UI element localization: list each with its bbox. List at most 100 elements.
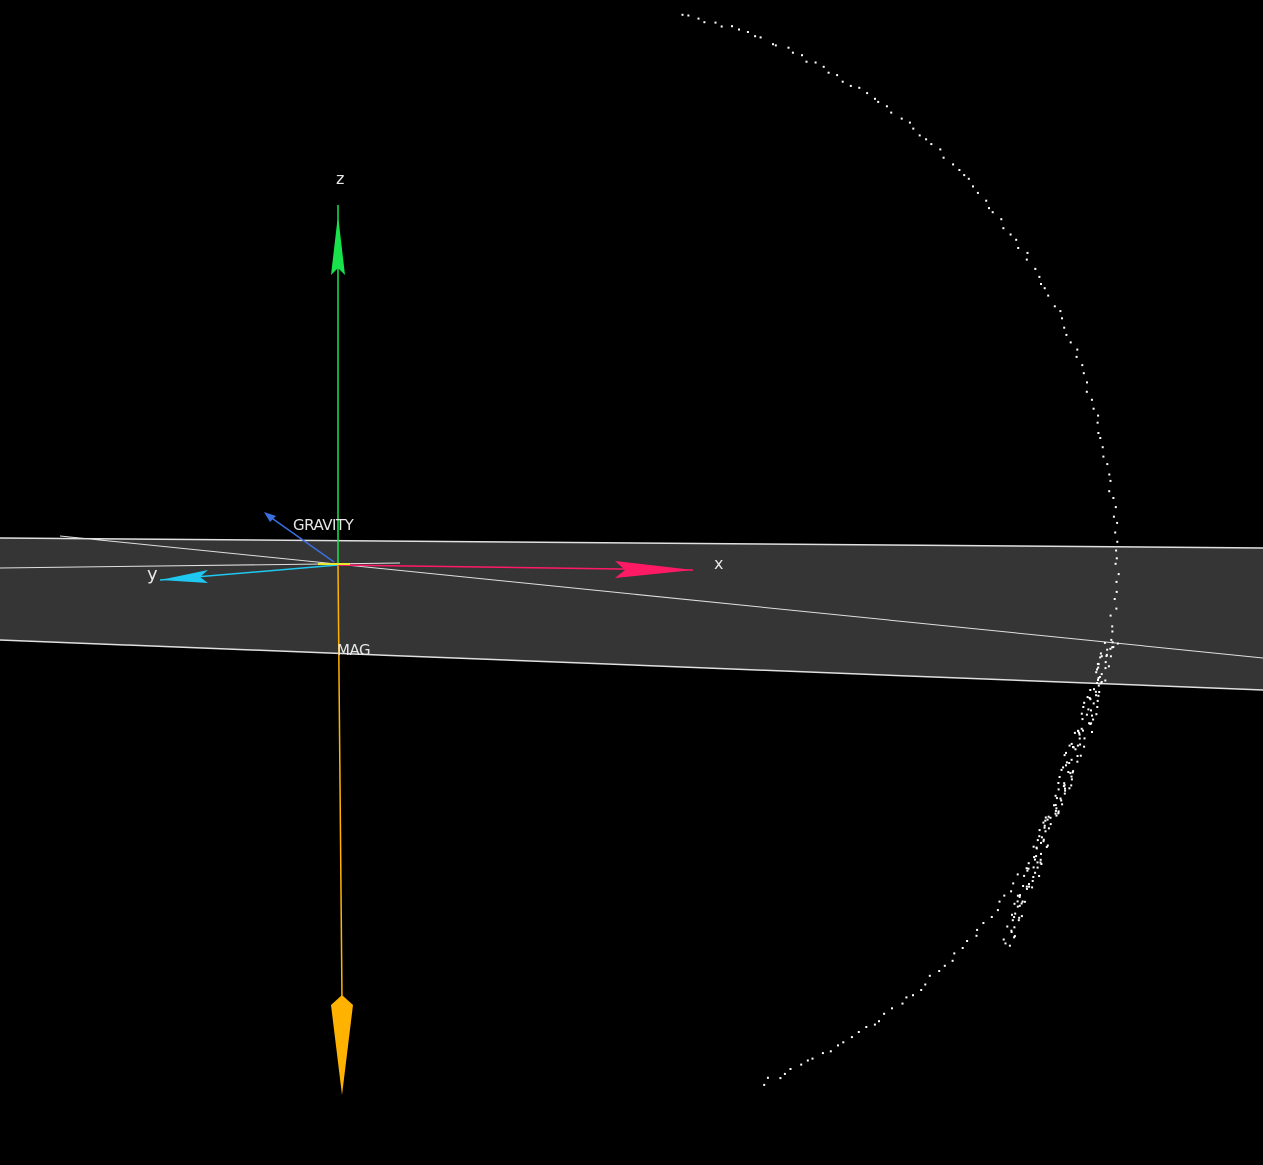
plane-edge-bottom xyxy=(0,639,1263,691)
point-cloud-dot xyxy=(1038,875,1041,877)
point-cloud-dot xyxy=(1078,737,1081,740)
point-cloud-dot xyxy=(1076,760,1079,763)
point-cloud-dot xyxy=(972,185,974,188)
point-cloud-dot xyxy=(1013,926,1016,929)
point-cloud-dot xyxy=(1038,275,1041,278)
point-cloud-dot xyxy=(1116,540,1119,543)
point-cloud-dot xyxy=(891,1007,893,1010)
point-cloud-dot xyxy=(1027,862,1030,865)
point-cloud-dot xyxy=(1104,661,1107,664)
point-cloud-dot xyxy=(720,25,723,28)
point-cloud-dot xyxy=(938,970,941,972)
point-cloud-dot xyxy=(1089,723,1092,725)
point-cloud-dot xyxy=(1009,233,1012,236)
point-cloud-dot xyxy=(1114,506,1117,509)
point-cloud-dot xyxy=(1025,867,1028,870)
point-cloud-dot xyxy=(1060,799,1063,802)
point-cloud-dot xyxy=(1097,684,1100,687)
point-cloud-dot xyxy=(928,974,931,977)
point-cloud-dot xyxy=(1016,900,1019,903)
point-cloud-dot xyxy=(1070,778,1073,781)
point-cloud-dot xyxy=(766,1076,769,1079)
point-cloud-dot xyxy=(687,14,690,17)
point-cloud-dot xyxy=(1098,676,1101,678)
point-cloud-dot xyxy=(1040,841,1042,844)
point-cloud-dot xyxy=(1112,515,1115,518)
point-cloud-dot xyxy=(1021,900,1024,903)
point-cloud-dot xyxy=(1111,646,1114,649)
point-cloud-dot xyxy=(877,100,880,103)
point-cloud-dot xyxy=(1034,858,1036,861)
point-cloud-dot xyxy=(1055,797,1058,800)
point-cloud-dot xyxy=(900,117,903,120)
point-cloud-dot xyxy=(731,25,733,28)
point-cloud-dot xyxy=(1043,826,1046,829)
point-cloud-dot xyxy=(1108,473,1111,476)
gravity-vector-line xyxy=(265,513,335,563)
point-cloud-dot xyxy=(1019,894,1021,897)
point-cloud-dot xyxy=(1036,861,1039,864)
point-cloud-dot xyxy=(789,1068,792,1070)
point-cloud-dot xyxy=(1054,812,1057,815)
point-cloud-dot xyxy=(681,13,684,16)
point-cloud-dot xyxy=(874,97,876,100)
point-cloud-dot xyxy=(1015,238,1018,241)
point-cloud-dot xyxy=(1082,372,1085,375)
point-cloud-dot xyxy=(1111,641,1114,644)
point-cloud-dot xyxy=(908,121,911,124)
point-cloud-dot xyxy=(975,934,978,937)
gravity-vector-label: GRAVITY xyxy=(293,516,354,534)
point-cloud-dot xyxy=(1105,655,1108,657)
point-cloud-dot xyxy=(1043,824,1046,827)
point-cloud-dot xyxy=(1097,679,1099,681)
point-cloud-dot xyxy=(1104,667,1107,670)
point-cloud-dot xyxy=(1035,855,1038,858)
point-cloud-dot xyxy=(1080,712,1083,715)
point-cloud-dot xyxy=(1092,407,1095,410)
point-cloud-dot xyxy=(1080,727,1083,730)
point-cloud-dot xyxy=(1073,731,1076,734)
point-cloud-dot xyxy=(1039,858,1042,861)
point-cloud-dot xyxy=(1097,677,1100,680)
point-cloud-dot xyxy=(1109,614,1112,617)
point-cloud-dot xyxy=(1100,681,1103,683)
point-cloud-dot xyxy=(1065,761,1068,764)
point-cloud-dot xyxy=(1099,437,1102,439)
point-cloud-dot xyxy=(1053,305,1056,308)
point-cloud-dot xyxy=(1114,562,1117,565)
point-cloud-dot xyxy=(857,1031,860,1033)
point-cloud-dot xyxy=(1025,258,1028,261)
point-cloud-dot xyxy=(1017,247,1020,249)
point-cloud-dot xyxy=(901,1002,904,1005)
point-cloud-dot xyxy=(1104,679,1107,682)
point-cloud-dot xyxy=(952,163,955,166)
point-cloud-dot xyxy=(1068,787,1071,790)
point-cloud-dot xyxy=(1090,398,1093,401)
point-cloud-dot xyxy=(1096,706,1099,708)
point-cloud-dot xyxy=(1054,804,1057,806)
point-cloud-dot xyxy=(842,1041,845,1044)
point-cloud-dot xyxy=(1096,668,1098,671)
point-cloud-dot xyxy=(787,46,790,49)
point-cloud-dot xyxy=(1044,816,1047,819)
point-cloud-dot xyxy=(996,909,999,912)
point-cloud-dot xyxy=(912,127,915,130)
point-cloud-dot xyxy=(1085,390,1088,393)
point-cloud-dot xyxy=(738,28,740,31)
point-cloud-dot xyxy=(1046,818,1049,821)
point-cloud-dot xyxy=(805,60,808,63)
point-cloud-dot xyxy=(953,952,956,955)
point-cloud-dot xyxy=(1063,326,1066,329)
point-cloud-dot xyxy=(1096,662,1099,665)
point-cloud-dot xyxy=(1043,287,1046,290)
point-cloud-dot xyxy=(759,36,762,39)
point-cloud-dot xyxy=(1059,797,1062,800)
point-cloud-dot xyxy=(1099,656,1102,659)
point-cloud-dot xyxy=(1097,432,1100,434)
point-cloud-dot xyxy=(714,21,717,24)
point-cloud-dot xyxy=(1097,414,1100,417)
x-axis-label: x xyxy=(714,554,724,573)
point-cloud-dot xyxy=(1096,421,1099,424)
